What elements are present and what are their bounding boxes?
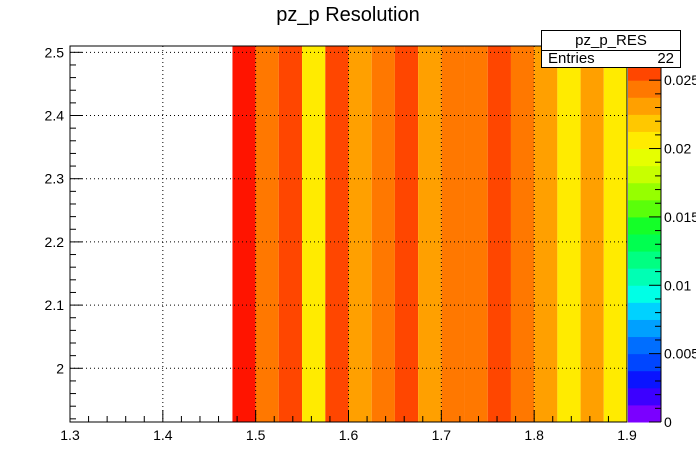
x-tick-label: 1.9: [617, 427, 637, 443]
palette-swatch: [628, 268, 661, 286]
palette-swatch: [628, 131, 661, 150]
heatmap-cell: [418, 46, 442, 422]
x-tick-label: 1.6: [339, 427, 359, 443]
palette-swatch: [628, 97, 661, 115]
x-tick-label: 1.5: [246, 427, 266, 443]
heatmap-cell: [255, 46, 279, 422]
y-tick-label: 2.2: [45, 234, 65, 250]
z-tick-label: 0: [664, 414, 672, 430]
x-tick-label: 1.4: [153, 427, 173, 443]
palette-swatch: [628, 199, 661, 218]
x-tick-label: 1.7: [432, 427, 452, 443]
x-axis: 1.3 1.4 1.5 1.6 1.7 1.8 1.9: [60, 410, 637, 443]
z-tick-label: 0.015: [664, 209, 696, 225]
z-tick-label: 0.01: [664, 277, 691, 293]
palette-swatch: [628, 165, 661, 184]
palette-swatch: [628, 182, 661, 201]
y-tick-label: 2: [56, 360, 64, 376]
z-tick-label: 0.025: [664, 72, 696, 88]
x-tick-label: 1.3: [60, 427, 80, 443]
heatmap-cell: [325, 46, 349, 422]
stats-entries-value: 22: [657, 50, 674, 67]
palette-swatch: [628, 353, 661, 372]
heatmap-cell: [232, 46, 256, 422]
palette-swatch: [628, 302, 661, 320]
y-tick-label: 2.1: [45, 297, 65, 313]
palette-swatch: [628, 370, 661, 389]
stats-entries-label: Entries: [548, 50, 595, 67]
palette-swatch: [628, 251, 661, 269]
heatmap-cells: [232, 46, 627, 422]
palette-swatch: [628, 319, 661, 338]
palette-swatch: [628, 336, 661, 355]
heatmap-cell: [510, 46, 535, 422]
heatmap-cell: [302, 46, 326, 422]
y-axis: 2 2.1 2.2 2.3 2.4 2.5: [45, 44, 82, 420]
palette-swatch: [628, 387, 661, 406]
palette-swatch: [628, 114, 661, 132]
stats-box: pz_p_RES Entries 22: [541, 30, 681, 68]
y-tick-label: 2.5: [45, 44, 65, 60]
stats-histogram-name: pz_p_RES: [542, 31, 680, 51]
heatmap-cell: [441, 46, 465, 422]
heatmap-cell: [580, 46, 604, 422]
z-axis: 0 0.005 0.01 0.015 0.02 0.025: [649, 46, 696, 430]
heatmap-cell: [487, 46, 511, 422]
heatmap-cell: [348, 46, 372, 422]
palette-swatch: [628, 285, 661, 303]
heatmap-cell: [464, 46, 488, 422]
z-tick-label: 0.02: [664, 141, 691, 157]
palette-swatch: [628, 216, 661, 235]
color-palette: [628, 46, 661, 423]
heatmap-cell: [371, 46, 395, 422]
palette-swatch: [628, 148, 661, 167]
palette-swatch: [628, 404, 661, 423]
heatmap-cell: [394, 46, 419, 422]
heatmap-cell: [278, 46, 303, 422]
y-tick-label: 2.3: [45, 171, 65, 187]
palette-swatch: [628, 80, 661, 98]
grid-lines: [70, 46, 627, 422]
heatmap-cell: [603, 46, 627, 422]
y-tick-label: 2.4: [45, 108, 65, 124]
x-tick-label: 1.8: [524, 427, 544, 443]
z-tick-label: 0.005: [664, 346, 696, 362]
heatmap-cell: [557, 46, 581, 422]
palette-swatch: [628, 234, 661, 252]
chart-title: pz_p Resolution: [276, 4, 420, 26]
heatmap-cell: [534, 46, 558, 422]
